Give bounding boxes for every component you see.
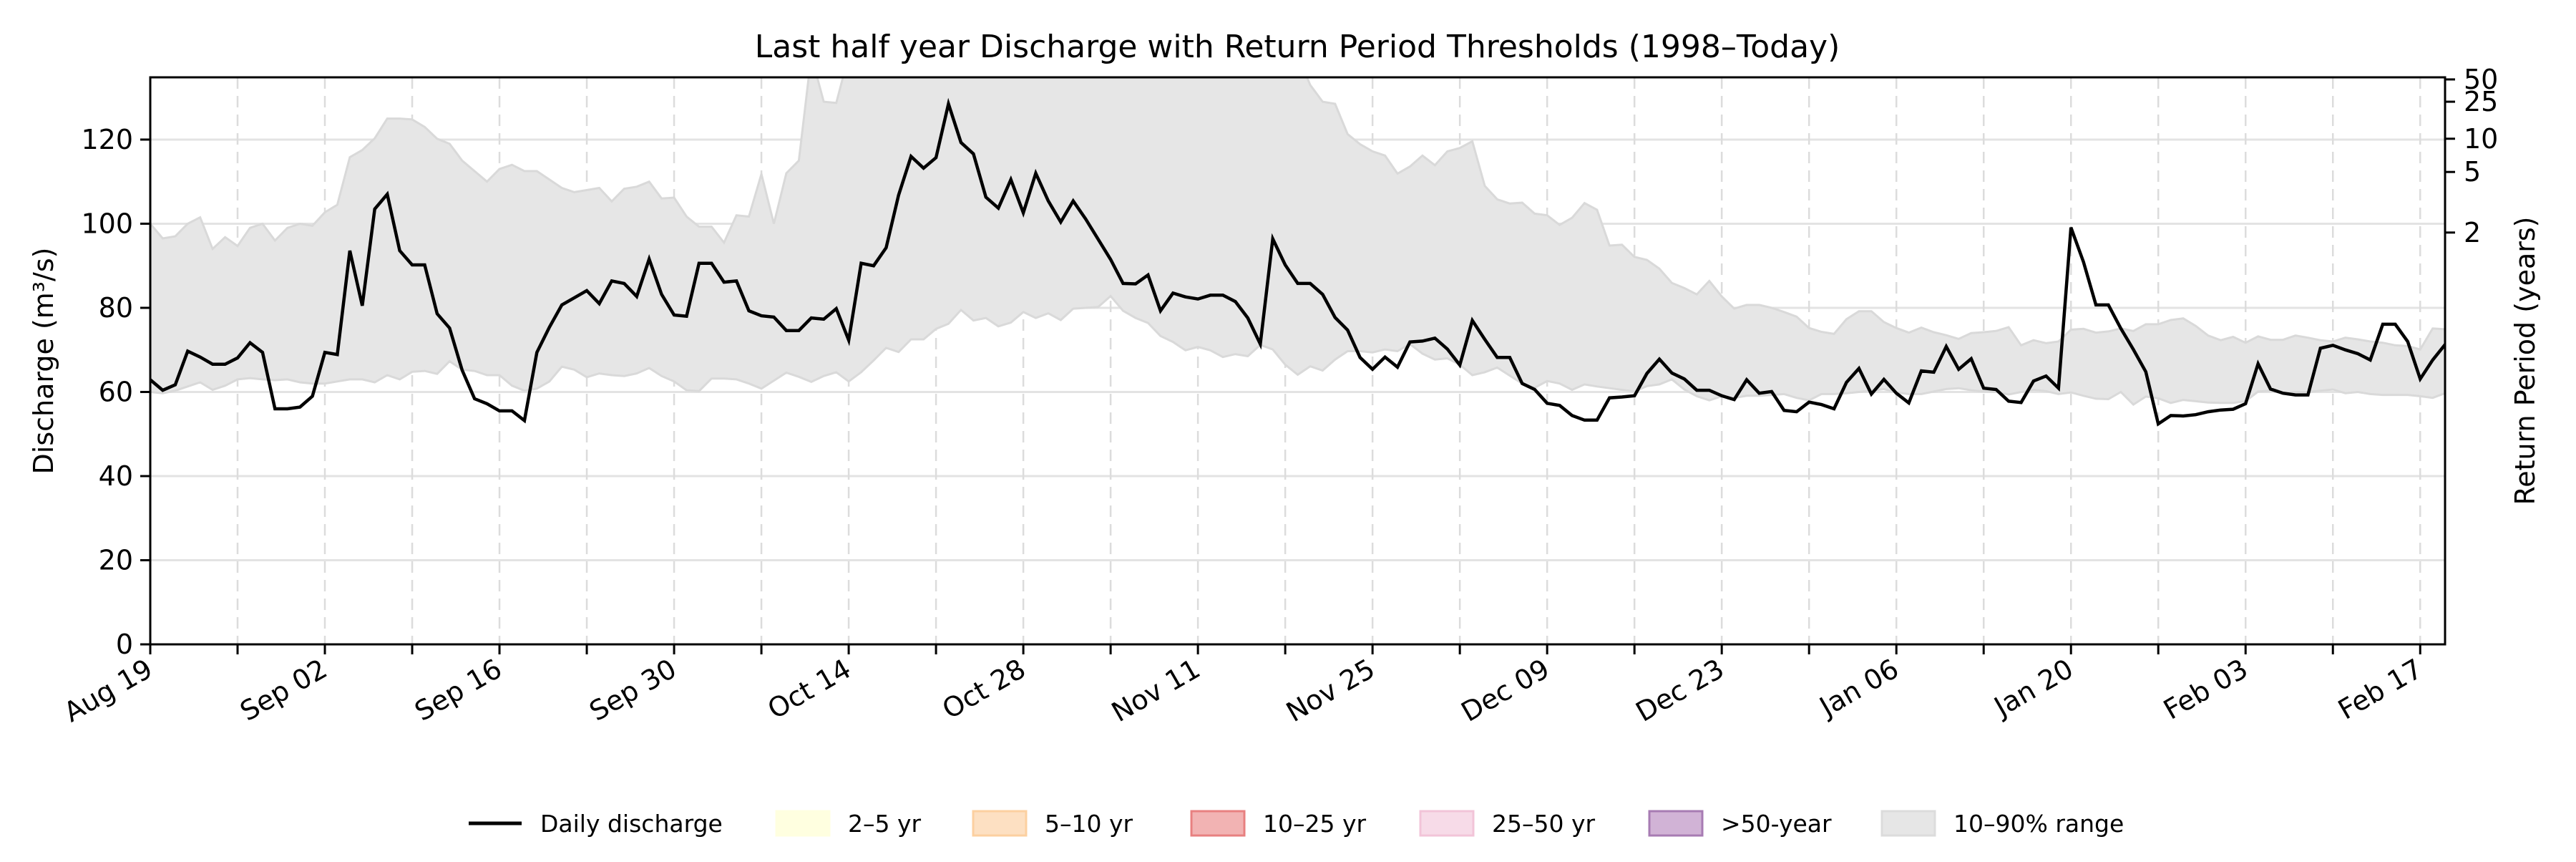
legend-label: 25–50 yr	[1492, 810, 1596, 838]
x-tick-label: Oct 14	[762, 653, 856, 725]
legend-patch-swatch	[1648, 810, 1704, 837]
x-tick-label: Feb 17	[2333, 653, 2428, 726]
y-tick-label: 120	[81, 124, 133, 155]
legend-patch-swatch	[972, 810, 1028, 837]
legend-item: Daily discharge	[469, 810, 723, 838]
x-tick-label: Nov 11	[1106, 653, 1206, 728]
left-y-axis: 0 20 40 60 80 100 120	[81, 124, 150, 660]
y-tick-label: 40	[99, 460, 133, 492]
legend-label: >50-year	[1721, 810, 1832, 838]
legend-item: 10–25 yr	[1190, 810, 1367, 838]
y2-tick-label: 2	[2464, 217, 2481, 248]
legend-label: Daily discharge	[540, 810, 723, 838]
plot-frame	[149, 76, 2446, 646]
legend-patch-swatch	[1880, 810, 1936, 837]
y2-tick-label: 50	[2464, 64, 2498, 95]
y2-tick-label: 10	[2464, 123, 2498, 155]
y2-tick-label: 25	[2464, 86, 2498, 117]
y-tick-label: 0	[116, 629, 133, 660]
legend-patch-swatch	[1190, 810, 1246, 837]
legend-label: 5–10 yr	[1045, 810, 1133, 838]
y2-axis-label: Return Period (years)	[2509, 217, 2541, 505]
x-tick-label: Sep 30	[584, 653, 681, 727]
legend-item: 5–10 yr	[972, 810, 1133, 838]
chart-title: Last half year Discharge with Return Per…	[755, 29, 1840, 65]
legend-item: 10–90% range	[1880, 810, 2124, 838]
y-tick-label: 100	[81, 208, 133, 239]
x-tick-label: Dec 23	[1631, 653, 1729, 728]
legend-item: >50-year	[1648, 810, 1832, 838]
legend-label: 10–25 yr	[1263, 810, 1367, 838]
x-tick-label: Oct 28	[937, 653, 1030, 725]
y-tick-label: 20	[99, 544, 133, 576]
chart-legend: Daily discharge 2–5 yr 5–10 yr 10–25 yr 25–5…	[469, 810, 2124, 838]
x-tick-label: Jan 06	[1813, 653, 1904, 724]
y2-tick-label: 5	[2464, 156, 2481, 188]
x-tick-label: Sep 02	[235, 653, 332, 727]
x-tick-label: Aug 19	[59, 653, 158, 728]
legend-item: 25–50 yr	[1419, 810, 1596, 838]
y-tick-label: 60	[99, 376, 133, 407]
percentile-band-area	[150, 77, 2445, 407]
x-tick-label: Sep 16	[409, 653, 507, 727]
x-tick-label: Jan 20	[1988, 653, 2079, 724]
legend-patch-swatch	[775, 810, 831, 837]
x-tick-label: Nov 25	[1281, 653, 1380, 728]
x-tick-label: Dec 09	[1456, 653, 1555, 728]
y-axis-label: Discharge (m³/s)	[28, 248, 59, 475]
legend-patch-swatch	[1419, 810, 1475, 837]
legend-item: 2–5 yr	[775, 810, 922, 838]
y-tick-label: 80	[99, 292, 133, 324]
legend-label: 10–90% range	[1953, 810, 2124, 838]
daily-discharge-line	[150, 97, 2445, 427]
legend-label: 2–5 yr	[848, 810, 922, 838]
x-axis-dates: Aug 19 Sep 02 Sep 16 Sep 30 Oct 14 Oct 28 Nov …	[59, 644, 2428, 728]
x-tick-label: Feb 03	[2158, 653, 2253, 726]
